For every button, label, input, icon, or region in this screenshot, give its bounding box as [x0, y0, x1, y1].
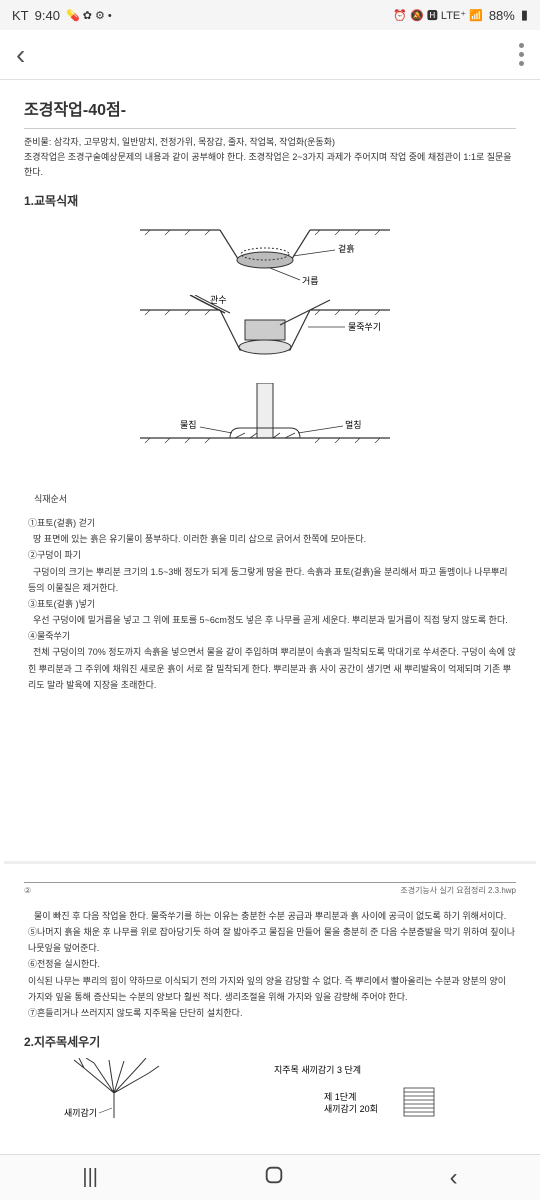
android-back-button[interactable]: ‹ — [450, 1164, 458, 1192]
status-icons-right: ⏰ 🔕 🅷 LTE⁺ 📶 — [393, 7, 482, 23]
status-right: ⏰ 🔕 🅷 LTE⁺ 📶 88% ▮ — [393, 7, 528, 23]
step-3: ③표토(겉흙 )넣기 우선 구덩이에 밑거름을 넣고 그 위에 표토를 5~6c… — [28, 596, 516, 628]
doc-title: 조경작업-40점- — [24, 98, 516, 129]
recent-apps-button[interactable]: ||| — [82, 1166, 98, 1189]
status-left: KT 9:40 💊 ✿ ⚙ • — [12, 8, 112, 23]
svg-text:겉흙: 겉흙 — [338, 243, 355, 254]
step-5: ⑤나머지 흙을 채운 후 나무를 위로 잡아당기듯 하여 잘 밟아주고 물집을 … — [28, 924, 516, 956]
svg-text:물집: 물집 — [180, 419, 197, 430]
steps-list: ①표토(겉흙) 걷기 땅 표면에 있는 흙은 유기물이 풍부하다. 이러한 흙을… — [24, 515, 516, 693]
step-6: ⑥전정을 실시한다. 이식된 나무는 뿌리의 힘이 약하므로 이식되기 전의 가… — [28, 956, 516, 1005]
carrier-label: KT — [12, 8, 29, 23]
step-7: ⑦흔들리거나 쓰러지지 않도록 지주목을 단단히 설치한다. — [28, 1005, 516, 1021]
prep-label: 준비물: — [24, 137, 51, 147]
diagram-row-3: 물집 멀칭 — [130, 383, 410, 478]
doc-page-2: ② 조경기능사 실기 요점정리 2.3.hwp 물이 빠진 후 다음 작업을 한… — [4, 868, 536, 1148]
diagram-row-2: 관수 물죽쑤기 — [130, 295, 410, 375]
svg-text:지주목 새끼감기 3 단계: 지주목 새끼감기 3 단계 — [274, 1064, 361, 1075]
app-bar: ‹ — [0, 30, 540, 80]
svg-text:제 1단계: 제 1단계 — [324, 1091, 356, 1102]
step-2: ②구덩이 파기 구덩이의 크기는 뿌리분 크기의 1.5~3배 정도가 되게 둥… — [28, 547, 516, 596]
page-2-num: ② — [24, 885, 31, 898]
diagram-support: 새끼감기 지주목 새끼감기 3 단계 제 1단계 새끼감기 20회 — [24, 1058, 484, 1123]
svg-text:새끼감기 20회: 새끼감기 20회 — [324, 1103, 378, 1114]
order-title: 식재순서 — [34, 492, 516, 507]
status-icons-left: 💊 ✿ ⚙ • — [66, 9, 112, 22]
battery-label: 88% — [489, 8, 515, 23]
prep-text: 삼각자, 고무망치, 일반망치, 전정가위, 목장갑, 줄자, 작업복, 작업화… — [54, 137, 335, 147]
home-button[interactable] — [263, 1164, 285, 1191]
diagram-row-1: 겉흙 거름 — [130, 222, 410, 287]
intro-text: 조경작업은 조경구술예상문제의 내용과 같이 공부해야 한다. 조경작업은 2~… — [24, 150, 516, 181]
diagram-planting: 겉흙 거름 관수 물죽쑤기 — [44, 222, 496, 478]
section-1-title: 1.교목식재 — [24, 192, 516, 211]
prep-line: 준비물: 삼각자, 고무망치, 일반망치, 전정가위, 목장갑, 줄자, 작업복… — [24, 135, 516, 150]
page-2-filename: 조경기능사 실기 요점정리 2.3.hwp — [400, 885, 516, 898]
svg-text:거름: 거름 — [302, 276, 319, 286]
battery-icon: ▮ — [521, 7, 528, 23]
section-2-title: 2.지주목세우기 — [24, 1033, 516, 1052]
svg-text:관수: 관수 — [210, 295, 227, 305]
svg-text:멀칭: 멀칭 — [345, 419, 362, 430]
clock-label: 9:40 — [35, 8, 60, 23]
android-nav-bar: ||| ‹ — [0, 1154, 540, 1200]
back-button[interactable]: ‹ — [16, 39, 25, 71]
document-viewer[interactable]: 조경작업-40점- 준비물: 삼각자, 고무망치, 일반망치, 전정가위, 목장… — [0, 80, 540, 1154]
step-1: ①표토(겉흙) 걷기 땅 표면에 있는 흙은 유기물이 풍부하다. 이러한 흙을… — [28, 515, 516, 547]
svg-text:물죽쑤기: 물죽쑤기 — [348, 322, 381, 332]
doc-page-1: 조경작업-40점- 준비물: 삼각자, 고무망치, 일반망치, 전정가위, 목장… — [4, 84, 536, 864]
step-4: ④물죽쑤기 전체 구덩이의 70% 정도까지 속흙을 넣으면서 물을 같이 주입… — [28, 628, 516, 693]
page-2-header: ② 조경기능사 실기 요점정리 2.3.hwp — [24, 882, 516, 898]
svg-text:새끼감기: 새끼감기 — [64, 1107, 97, 1118]
menu-button[interactable] — [519, 43, 524, 66]
status-bar: KT 9:40 💊 ✿ ⚙ • ⏰ 🔕 🅷 LTE⁺ 📶 88% ▮ — [0, 0, 540, 30]
page2-intro: 물이 빠진 후 다음 작업을 한다. 물죽쑤기를 하는 이유는 충분한 수분 공… — [34, 908, 516, 924]
